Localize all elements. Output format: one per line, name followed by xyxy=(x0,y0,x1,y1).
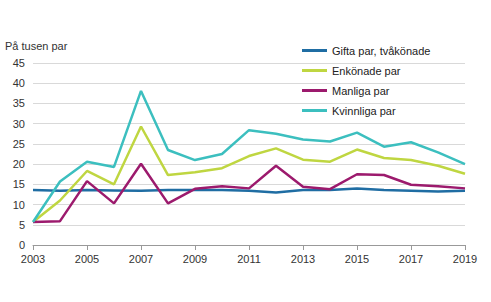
svg-text:20: 20 xyxy=(13,158,25,170)
svg-text:25: 25 xyxy=(13,138,25,150)
svg-text:2013: 2013 xyxy=(291,253,315,265)
svg-text:45: 45 xyxy=(13,57,25,69)
svg-text:Gifta par, tvåkönade: Gifta par, tvåkönade xyxy=(332,45,430,57)
svg-text:0: 0 xyxy=(19,239,25,251)
svg-text:På tusen par: På tusen par xyxy=(5,40,68,52)
svg-text:10: 10 xyxy=(13,199,25,211)
svg-text:2005: 2005 xyxy=(75,253,99,265)
svg-text:2009: 2009 xyxy=(183,253,207,265)
svg-text:Manliga par: Manliga par xyxy=(332,85,390,97)
svg-text:2019: 2019 xyxy=(453,253,477,265)
svg-text:2007: 2007 xyxy=(129,253,153,265)
svg-text:2011: 2011 xyxy=(237,253,261,265)
svg-text:5: 5 xyxy=(19,219,25,231)
svg-text:2015: 2015 xyxy=(345,253,369,265)
svg-text:Enkönade par: Enkönade par xyxy=(332,65,401,77)
svg-text:2017: 2017 xyxy=(399,253,423,265)
svg-text:40: 40 xyxy=(13,77,25,89)
svg-text:35: 35 xyxy=(13,97,25,109)
svg-text:2003: 2003 xyxy=(21,253,45,265)
svg-text:30: 30 xyxy=(13,118,25,130)
svg-text:15: 15 xyxy=(13,178,25,190)
svg-text:Kvinnliga par: Kvinnliga par xyxy=(332,105,396,117)
